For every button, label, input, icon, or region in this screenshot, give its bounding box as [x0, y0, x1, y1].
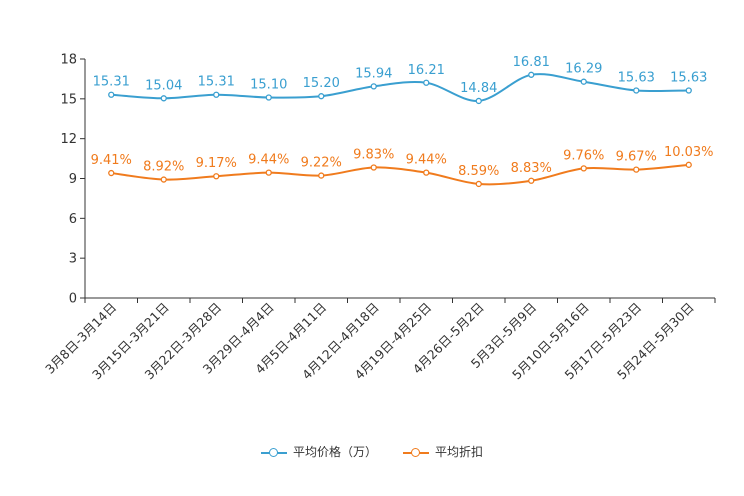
legend-item-price[interactable]: 平均价格（万） [260, 443, 377, 460]
series-1-point [580, 165, 587, 172]
series-1-data-label: 9.22% [301, 156, 342, 171]
series-1-data-label: 8.92% [143, 160, 184, 175]
legend: 平均价格（万） 平均折扣 [0, 443, 744, 460]
series-1-data-label: 9.44% [406, 153, 447, 168]
legend-price-label: 平均价格（万） [292, 445, 377, 459]
y-tick-label: 18 [60, 53, 77, 68]
series-1-data-label: 9.44% [248, 153, 289, 168]
series-0-point [580, 78, 587, 85]
series-0-point [685, 87, 692, 94]
series-1-point [265, 169, 272, 176]
series-line-1 [111, 163, 689, 186]
series-1-point [475, 180, 482, 188]
y-tick-label: 6 [69, 212, 77, 227]
legend-discount-label: 平均折扣 [435, 445, 484, 459]
legend-price-marker-icon [260, 447, 287, 457]
series-0-data-label: 16.29 [565, 62, 602, 77]
series-0-point [528, 71, 535, 78]
series-1-point [108, 169, 115, 177]
series-line-0 [111, 73, 689, 102]
line-chart: 03691215183月8日-3月14日3月15日-3月21日3月22日-3月2… [42, 53, 716, 382]
series-1-data-label: 8.83% [511, 161, 552, 176]
series-0-point [318, 93, 325, 100]
series-0-data-label: 15.10 [250, 78, 287, 93]
series-0-point [475, 97, 482, 105]
series-1-point [528, 177, 535, 184]
y-tick-label: 15 [60, 92, 77, 107]
series-1-point [685, 161, 692, 168]
series-1-point [370, 164, 377, 171]
series-0-data-label: 15.31 [198, 75, 235, 90]
series-1-point [423, 169, 430, 176]
y-tick-label: 9 [69, 172, 77, 187]
y-tick-label: 12 [60, 132, 77, 147]
series-1-data-label: 9.17% [196, 156, 237, 171]
series-1-data-label: 9.41% [91, 153, 132, 168]
series-1-data-label: 9.76% [563, 148, 604, 163]
series-0-data-label: 15.63 [670, 70, 707, 85]
series-0-data-label: 15.20 [303, 76, 340, 91]
series-0-point [633, 87, 640, 94]
series-0-data-label: 14.84 [460, 81, 497, 96]
series-1-data-label: 9.83% [353, 147, 394, 162]
series-0-data-label: 16.81 [513, 55, 550, 70]
series-1-point [160, 176, 167, 183]
series-0-point [108, 91, 115, 98]
series-0-data-label: 15.63 [618, 70, 655, 85]
series-0-point [423, 79, 430, 86]
series-0-point [213, 91, 220, 98]
y-tick-label: 3 [69, 252, 77, 267]
series-1-data-label: 10.03% [664, 145, 714, 160]
series-1-point [318, 172, 325, 179]
series-1-point [213, 173, 220, 180]
legend-discount-marker-icon [403, 447, 429, 457]
series-0-point [160, 95, 167, 102]
series-0-point [370, 83, 377, 90]
y-tick-label: 0 [69, 292, 77, 307]
series-1-data-label: 8.59% [458, 164, 499, 179]
series-0-data-label: 15.31 [93, 75, 130, 90]
series-0-data-label: 15.94 [355, 66, 392, 81]
series-0-data-label: 16.21 [408, 63, 445, 78]
series-0-data-label: 15.04 [145, 78, 182, 93]
series-0-point [265, 94, 272, 101]
series-1-data-label: 9.67% [616, 150, 657, 165]
series-1-point [633, 166, 640, 173]
legend-item-discount[interactable]: 平均折扣 [403, 443, 483, 460]
